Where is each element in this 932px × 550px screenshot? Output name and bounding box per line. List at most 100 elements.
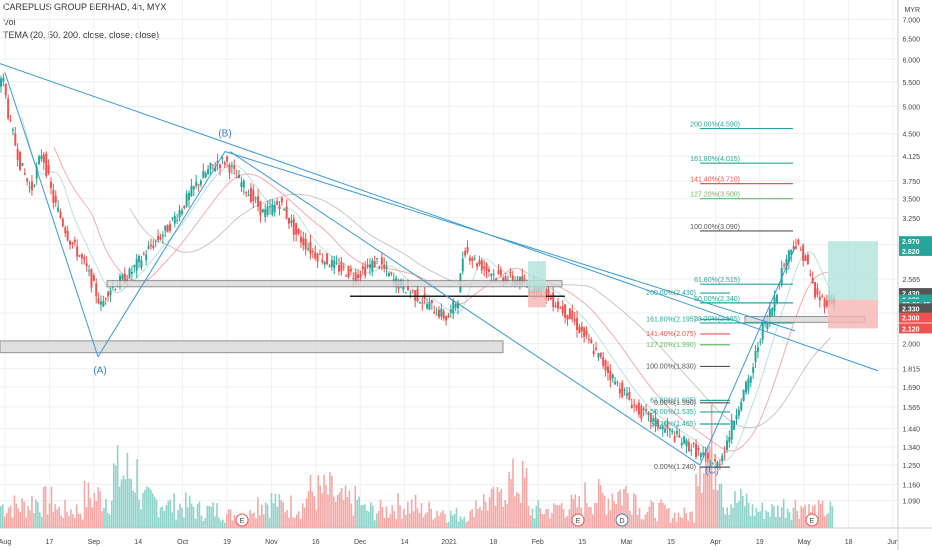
candle-body — [814, 281, 817, 298]
candle-body — [288, 217, 291, 224]
volume-bar — [479, 506, 481, 528]
volume-bar — [605, 514, 608, 528]
volume-bar — [603, 495, 606, 528]
volume-bar — [763, 519, 766, 528]
volume-bar — [588, 506, 590, 528]
candle-body — [673, 436, 676, 442]
volume-bar — [200, 515, 203, 528]
volume-bar — [97, 487, 99, 528]
candle-body — [90, 269, 93, 288]
volume-bar — [636, 514, 639, 528]
volume-bar — [703, 472, 705, 528]
volume-bar — [251, 513, 253, 528]
candle-body — [428, 302, 431, 310]
candle-body — [173, 215, 176, 224]
candle-body — [595, 347, 598, 350]
candle-body — [342, 266, 345, 268]
volume-bar — [597, 478, 600, 528]
y-tick-label: 2.000 — [902, 341, 920, 348]
candle-body — [468, 257, 471, 261]
candle-body — [85, 263, 88, 267]
candle-body — [414, 290, 417, 301]
candle-body — [304, 238, 307, 250]
indicator-label[interactable]: TEMA (20, 50, 200, close, close, close) — [3, 30, 160, 40]
event-marker-icon — [615, 513, 629, 527]
volume-bar — [445, 522, 448, 528]
candle-body — [259, 201, 262, 216]
candle-body — [295, 223, 298, 235]
volume-bar — [130, 479, 133, 528]
candle-body — [821, 295, 824, 297]
candle-body — [123, 273, 126, 284]
volume-bar — [675, 522, 678, 528]
volume-bar — [393, 511, 395, 528]
volume-bar — [775, 516, 777, 528]
candle-body — [716, 462, 719, 468]
candle-body — [242, 180, 245, 188]
volume-bar — [543, 514, 545, 528]
candle-body — [604, 360, 607, 371]
volume-bar — [539, 507, 542, 528]
candle-body — [568, 308, 571, 319]
candle-body — [299, 236, 302, 243]
volume-bar — [148, 487, 150, 528]
candle-body — [216, 161, 219, 164]
volume-bar — [40, 516, 43, 528]
volume-bar — [81, 519, 84, 528]
volume-bar — [794, 499, 797, 528]
candle-body — [42, 154, 45, 163]
y-tick-label: 1.690 — [902, 385, 920, 392]
volume-bar — [278, 494, 281, 528]
volume-bar — [469, 511, 471, 528]
volume-bar — [216, 503, 218, 528]
volume-bar — [27, 506, 29, 528]
volume-bar — [553, 503, 555, 528]
candle-body — [785, 259, 788, 270]
volume-bar — [562, 509, 565, 528]
candle-body — [366, 265, 369, 267]
candle-body — [185, 193, 188, 207]
candle-body — [240, 182, 243, 187]
volume-bar — [442, 510, 444, 528]
volume-bar — [15, 503, 18, 528]
volume-bar — [518, 493, 520, 528]
volume-bar — [802, 507, 804, 528]
volume-bar — [155, 499, 158, 528]
volume-bar — [786, 508, 789, 528]
volume-label: Vol — [3, 17, 16, 27]
candle-body — [233, 165, 236, 169]
candle-body — [178, 209, 181, 218]
candle-body — [737, 409, 740, 416]
volume-bar — [206, 505, 209, 528]
volume-bar — [373, 520, 376, 528]
volume-bar — [354, 485, 357, 528]
candle-body — [495, 278, 498, 280]
volume-bar — [268, 517, 271, 528]
y-tick-label: 1.815 — [902, 367, 920, 374]
resistance-zone — [106, 280, 563, 288]
candle-body — [107, 291, 110, 297]
volume-bar — [551, 512, 553, 528]
volume-bar — [395, 519, 397, 528]
candle-body — [547, 288, 550, 295]
target-box — [528, 261, 546, 291]
candle-body — [449, 309, 452, 313]
volume-bar — [461, 519, 464, 528]
volume-bar — [586, 503, 588, 528]
candle-body — [761, 322, 764, 340]
candle-body — [692, 443, 695, 445]
candle-body — [616, 382, 619, 384]
volume-bar — [679, 516, 682, 528]
x-tick-label: Sep — [88, 539, 101, 546]
volume-bar — [62, 517, 64, 528]
candle-body — [730, 420, 733, 440]
volume-bar — [13, 495, 16, 528]
candle-body — [642, 408, 645, 411]
wave-line — [97, 151, 226, 357]
candle-body — [168, 224, 171, 231]
candle-body — [652, 418, 655, 422]
volume-bar — [722, 507, 725, 528]
candle-body — [597, 353, 600, 358]
candle-body — [618, 388, 621, 394]
